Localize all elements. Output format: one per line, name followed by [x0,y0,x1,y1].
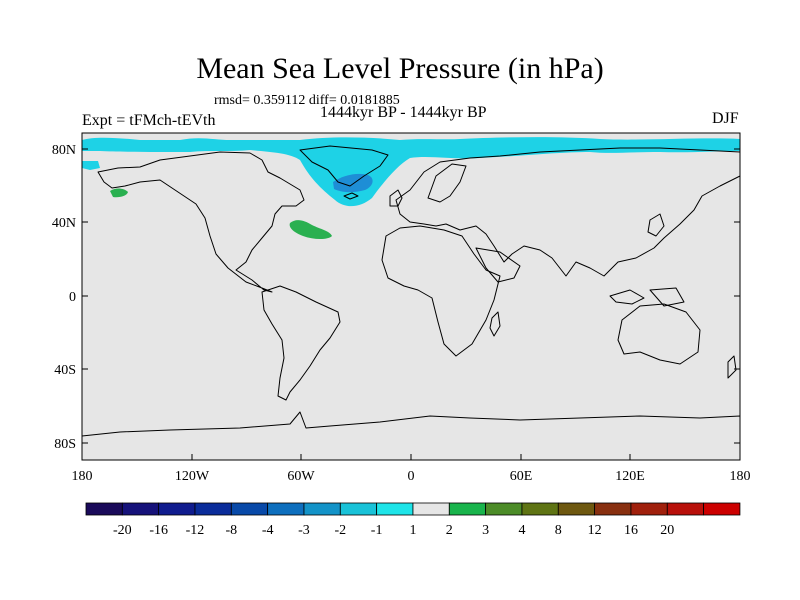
colorbar-box [303,502,341,516]
experiment-label: Expt = tFMch-tEVth [82,112,216,129]
colorbar-label: -3 [298,523,310,538]
anomaly-cyan-alaska [82,161,100,170]
lat-label: 80N [52,143,76,158]
anomaly-blue-core [333,173,373,193]
lon-label: 120W [175,469,210,484]
map-title: Mean Sea Level Pressure (in hPa) [196,52,604,85]
colorbar-box [85,502,123,516]
lon-label: 0 [408,469,415,484]
colorbar-label: 1 [409,523,416,538]
colorbar-label: 2 [446,523,453,538]
colorbar-box [376,502,414,516]
lon-label: 120E [615,469,645,484]
colorbar: -20 -16 -12 -8 -4 -3 -2 -1 1 2 3 4 8 12 16 20 [85,502,741,538]
colorbar-label: 20 [660,523,674,538]
colorbar-label: -8 [225,523,237,538]
season-label: DJF [712,110,739,127]
colorbar-label: 4 [518,523,525,538]
map-background [82,133,740,460]
lat-label: 0 [69,290,76,305]
colorbar-box [594,502,632,516]
lat-label: 40S [54,363,76,378]
colorbar-label: 3 [482,523,489,538]
colorbar-box [158,502,196,516]
lat-label: 80S [54,437,76,452]
colorbar-label: 12 [588,523,602,538]
colorbar-box [703,502,741,516]
colorbar-box [630,502,668,516]
lon-label: 180 [730,469,751,484]
colorbar-box [521,502,559,516]
colorbar-box [485,502,523,516]
anomaly-cyan-arctic [82,137,740,207]
coastlines [81,145,741,461]
colorbar-label: -16 [149,523,168,538]
period-subtitle: 1444kyr BP - 1444kyr BP [320,104,487,121]
colorbar-box [230,502,269,516]
lat-label: 40N [52,216,76,231]
colorbar-box [666,502,705,516]
colorbar-box [412,502,450,516]
colorbar-box [194,502,232,516]
colorbar-label: -2 [334,523,346,538]
colorbar-box [121,502,160,516]
colorbar-label: 8 [555,523,562,538]
colorbar-label: -4 [262,523,274,538]
lon-label: 60E [510,469,533,484]
colorbar-box [557,502,596,516]
colorbar-box [267,502,305,516]
anomaly-green-bering [110,188,128,198]
lon-label: 60W [287,469,315,484]
colorbar-box [448,502,487,516]
colorbar-label: -20 [113,523,132,538]
anomaly-green-north-atlantic [289,220,332,239]
axis-ticks [81,148,741,460]
stats-subtitle: rmsd= 0.359112 diff= 0.0181885 [214,93,400,108]
colorbar-box [339,502,378,516]
colorbar-label: 16 [624,523,638,538]
colorbar-label: -1 [371,523,383,538]
lon-label: 180 [72,469,93,484]
colorbar-label: -12 [186,523,205,538]
